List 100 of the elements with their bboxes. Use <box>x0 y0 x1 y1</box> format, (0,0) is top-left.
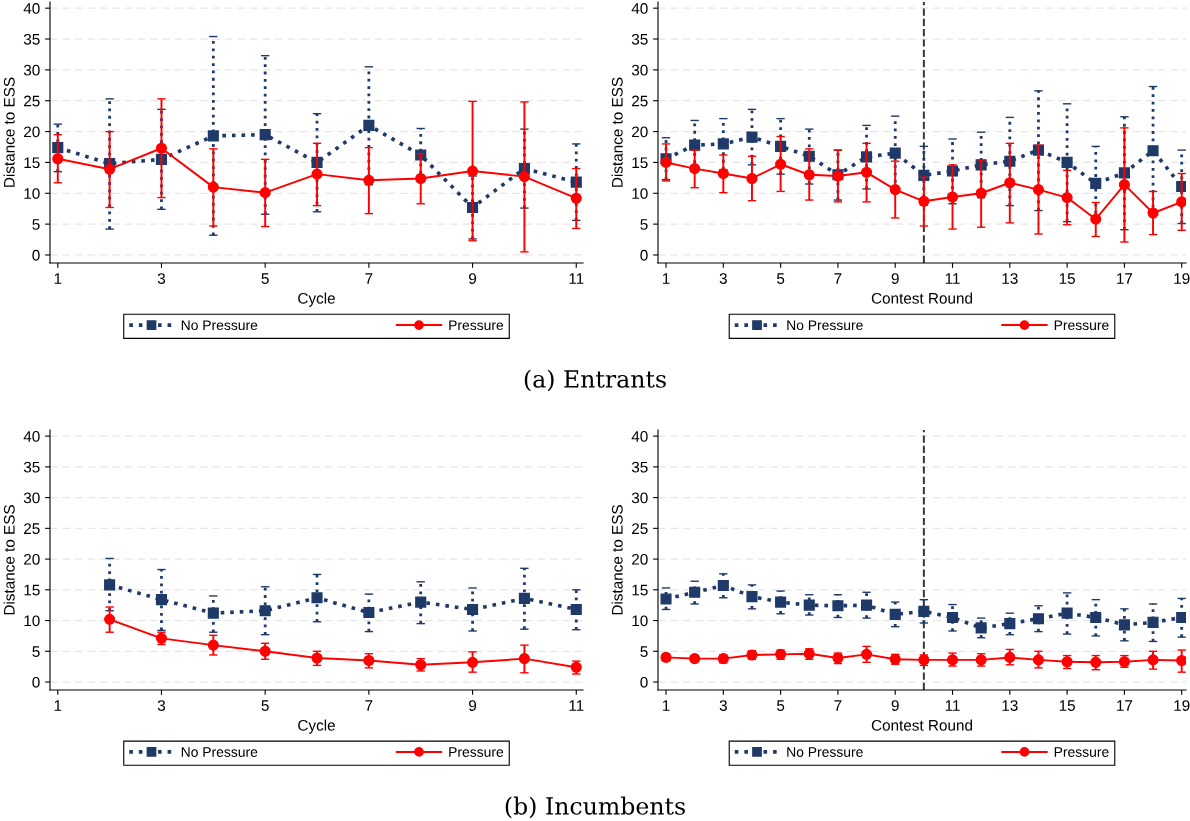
point <box>1118 619 1130 631</box>
point <box>832 600 844 612</box>
point <box>155 142 168 154</box>
x-axis-title: Contest Round <box>871 719 972 731</box>
y-tick-label: 40 <box>23 3 40 14</box>
x-tick-label: 9 <box>891 700 899 711</box>
point <box>746 131 758 143</box>
point <box>775 596 787 608</box>
point <box>155 594 168 606</box>
point <box>689 139 701 151</box>
point <box>104 163 116 175</box>
point <box>1004 177 1016 189</box>
y-tick-label: 20 <box>632 126 648 138</box>
y-tick-label: 5 <box>640 219 648 230</box>
point <box>363 174 375 186</box>
x-tick-label: 13 <box>1002 700 1018 711</box>
point <box>1176 611 1186 624</box>
point <box>717 579 729 592</box>
y-tick-label: 10 <box>632 615 648 627</box>
x-tick-label: 19 <box>1174 700 1190 711</box>
point <box>1004 618 1016 630</box>
point <box>1061 607 1073 619</box>
point <box>861 648 873 660</box>
y-tick-label: 30 <box>23 64 40 76</box>
x-tick-label: 7 <box>834 273 842 284</box>
x-axis-title: Cycle <box>298 292 335 307</box>
point <box>1176 654 1186 667</box>
point <box>207 639 219 651</box>
point <box>467 165 479 177</box>
y-tick-label: 40 <box>631 431 648 442</box>
y-tick-label: 10 <box>24 188 40 199</box>
x-tick-label: 19 <box>1174 273 1190 284</box>
point <box>415 172 427 185</box>
point <box>259 187 271 199</box>
point <box>415 596 427 608</box>
point <box>889 608 901 620</box>
point <box>946 191 959 203</box>
text: (b) Incumbents <box>505 796 685 819</box>
x-tick-label: 11 <box>569 273 584 284</box>
point <box>518 653 530 665</box>
point <box>689 586 701 598</box>
point <box>889 147 901 159</box>
y-tick-label: 25 <box>24 523 40 535</box>
point <box>975 622 987 634</box>
point <box>1147 207 1159 219</box>
point <box>363 119 375 131</box>
point <box>1176 196 1186 208</box>
x-tick-label: 17 <box>1117 700 1133 711</box>
point <box>717 138 729 150</box>
x-tick-label: 11 <box>945 700 960 711</box>
x-axis-title: Cycle <box>298 719 335 734</box>
y-tick-label: 35 <box>23 33 40 45</box>
x-tick-label: 15 <box>1059 700 1075 711</box>
x-tick-label: 1 <box>54 273 62 284</box>
y-tick-label: 5 <box>32 646 40 657</box>
y-tick-label: 40 <box>23 431 40 442</box>
legend-label: Pressure <box>1054 747 1109 757</box>
y-tick-label: 20 <box>632 553 648 565</box>
point <box>689 163 701 175</box>
y-tick-label: 15 <box>24 584 40 596</box>
point <box>207 130 219 142</box>
x-tick-label: 9 <box>469 700 477 711</box>
y-axis-title: Distance to ESS <box>3 77 15 187</box>
y-tick-label: 20 <box>24 553 40 565</box>
x-tick-label: 3 <box>157 273 166 284</box>
point <box>975 187 987 199</box>
x-tick-label: 5 <box>261 273 269 284</box>
x-tick-label: 11 <box>945 273 960 284</box>
text: (a) Entrants <box>524 369 666 392</box>
point <box>52 153 64 165</box>
point <box>660 593 672 605</box>
y-tick-label: 5 <box>640 646 648 657</box>
point <box>467 603 479 616</box>
point <box>1147 616 1159 628</box>
point <box>467 656 479 668</box>
point <box>311 168 323 180</box>
x-tick-label: 5 <box>776 273 785 284</box>
y-tick-label: 15 <box>632 157 648 169</box>
point <box>746 172 758 185</box>
point <box>570 603 582 616</box>
legend-label: Pressure <box>1054 320 1109 331</box>
x-tick-label: 5 <box>261 700 269 711</box>
y-tick-label: 0 <box>640 249 648 261</box>
point <box>775 158 787 170</box>
x-tick-label: 7 <box>365 700 373 711</box>
y-tick-label: 25 <box>632 523 648 535</box>
point <box>259 645 271 657</box>
point <box>1147 145 1159 157</box>
y-tick-label: 30 <box>631 492 648 504</box>
y-tick-label: 15 <box>24 157 40 169</box>
x-tick-label: 1 <box>662 700 670 711</box>
x-tick-label: 3 <box>157 700 166 711</box>
x-tick-label: 17 <box>1117 273 1133 284</box>
x-tick-label: 9 <box>469 273 477 284</box>
point <box>1032 654 1045 666</box>
y-tick-label: 40 <box>631 3 648 14</box>
legend-label: No Pressure <box>787 320 863 331</box>
y-tick-label: 30 <box>23 492 40 504</box>
y-tick-label: 30 <box>631 64 648 76</box>
point <box>259 605 271 617</box>
